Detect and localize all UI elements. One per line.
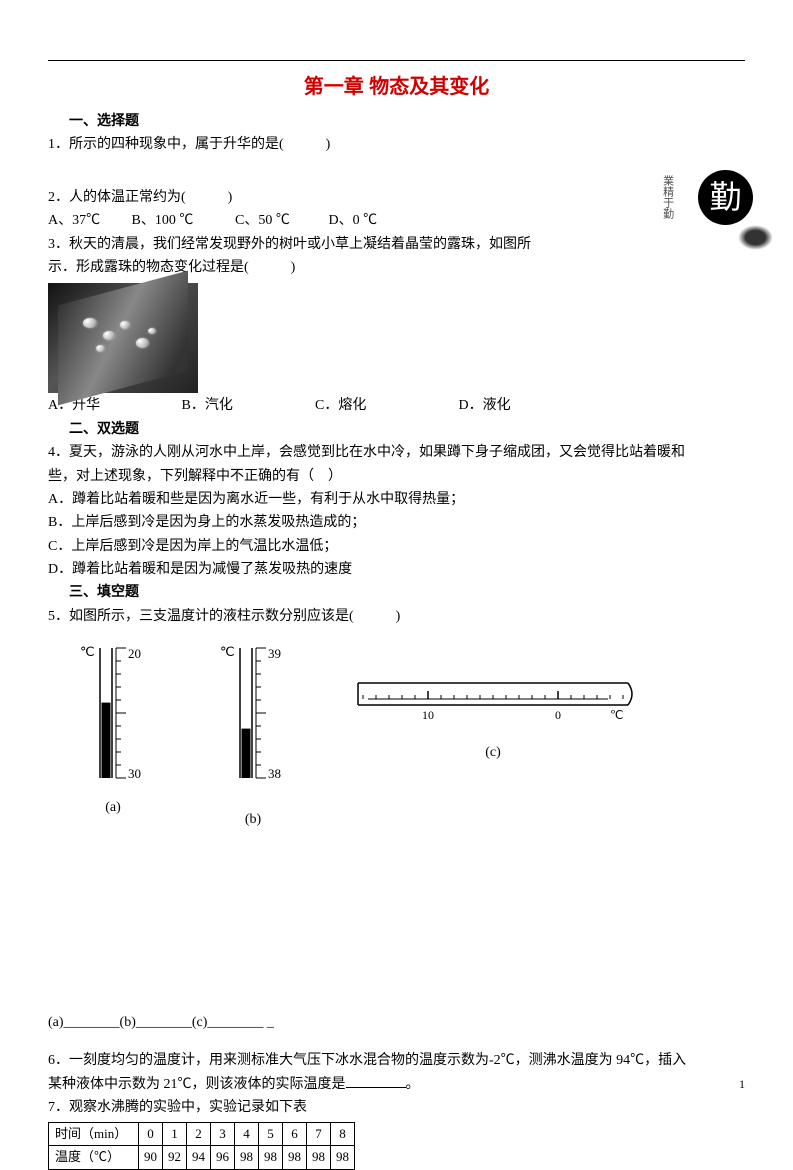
svg-text:℃: ℃ <box>80 644 95 659</box>
q4-opt-d: D．蹲着比站着暖和是因为减慢了蒸发吸热的速度 <box>48 559 745 581</box>
thermo-c-label: (c) <box>348 742 638 764</box>
svg-text:38: 38 <box>268 766 281 781</box>
stamp-char: 勤 <box>709 172 741 223</box>
stamp-decoration: 業精于勤 勤 <box>653 165 773 255</box>
blank <box>346 1074 406 1088</box>
stamp-splash <box>738 225 773 250</box>
svg-text:℃: ℃ <box>610 708 623 722</box>
thermo-b-svg: ℃ 39 38 <box>208 638 298 788</box>
svg-text:10: 10 <box>422 708 434 722</box>
spacer <box>48 841 745 1011</box>
top-rule <box>48 60 745 61</box>
svg-text:39: 39 <box>268 646 281 661</box>
q7-table: 时间（min）012345678温度（℃）909294969898989898 <box>48 1122 355 1170</box>
thermometer-row: ℃ 20 30 (a) ℃ 39 38 (b) 10 0 ℃ (c) <box>68 638 745 831</box>
thermo-a-wrap: ℃ 20 30 (a) <box>68 638 158 819</box>
q3-options: A．升华 B．汽化 C．熔化 D．液化 <box>48 395 745 417</box>
q2-options: A、37℃ B、100 ℃ C、50 ℃ D、0 ℃ <box>48 210 745 232</box>
q6-line1: 6．一刻度均匀的温度计，用来测标准大气压下冰水混合物的温度示数为-2℃，测沸水温… <box>48 1050 745 1072</box>
q2-stem: 2．人的体温正常约为( ) <box>48 187 745 209</box>
q4-opt-a: A．蹲着比站着暖和些是因为离水近一些，有利于从水中取得热量； <box>48 489 745 511</box>
q6-line2: 某种液体中示数为 21℃，则该液体的实际温度是 。 <box>48 1074 745 1096</box>
q3-line2: 示．形成露珠的物态变化过程是( ) <box>48 257 745 279</box>
dew-photo <box>48 283 198 393</box>
spacer <box>48 1035 745 1049</box>
spacer <box>48 158 745 186</box>
svg-text:℃: ℃ <box>220 644 235 659</box>
thermo-a-svg: ℃ 20 30 <box>68 638 158 788</box>
q2-opt-a: A、37℃ <box>48 210 128 232</box>
thermo-c-wrap: 10 0 ℃ (c) <box>348 638 638 764</box>
section-1-heading: 一、选择题 <box>48 111 745 133</box>
q2-opt-b: B、100 ℃ <box>132 210 232 232</box>
page-number: 1 <box>739 1075 745 1094</box>
q6-line2b: 。 <box>406 1077 420 1092</box>
thermo-a-label: (a) <box>68 797 158 819</box>
section-2-heading: 二、双选题 <box>48 419 745 441</box>
q3-line1: 3．秋天的清晨，我们经常发现野外的树叶或小草上凝结着晶莹的露珠，如图所 <box>48 234 745 256</box>
thermo-b-label: (b) <box>208 809 298 831</box>
section-3-heading: 三、填空题 <box>48 582 745 604</box>
svg-text:20: 20 <box>128 646 141 661</box>
q4-line2: 些，对上述现象，下列解释中不正确的有（ ） <box>48 466 745 488</box>
q3-opt-d: D．液化 <box>459 395 511 417</box>
svg-text:30: 30 <box>128 766 141 781</box>
svg-text:0: 0 <box>555 708 561 722</box>
q2-opt-c: C、50 ℃ <box>235 210 325 232</box>
q5-answer-row: (a)________(b)________(c)________ _ <box>48 1012 745 1034</box>
thermo-c-svg: 10 0 ℃ <box>348 673 638 733</box>
stamp-side-text: 業精于勤 <box>658 175 676 219</box>
q5-stem: 5．如图所示，三支温度计的液柱示数分别应该是( ) <box>48 606 745 628</box>
q1-stem: 1．所示的四种现象中，属于升华的是( ) <box>48 134 745 156</box>
q4-line1: 4．夏天，游泳的人刚从河水中上岸，会感觉到比在水中冷，如果蹲下身子缩成团，又会觉… <box>48 442 745 464</box>
thermo-b-wrap: ℃ 39 38 (b) <box>208 638 298 831</box>
q3-opt-c: C．熔化 <box>315 395 455 417</box>
q6-line2a: 某种液体中示数为 21℃，则该液体的实际温度是 <box>48 1077 346 1092</box>
q2-opt-d: D、0 ℃ <box>329 210 378 232</box>
q7-stem: 7．观察水沸腾的实验中，实验记录如下表 <box>48 1097 745 1119</box>
chapter-title: 第一章 物态及其变化 <box>48 71 745 103</box>
q4-opt-b: B．上岸后感到冷是因为身上的水蒸发吸热造成的； <box>48 512 745 534</box>
stamp-ink: 勤 <box>698 170 753 225</box>
q3-opt-b: B．汽化 <box>182 395 312 417</box>
q4-opt-c: C．上岸后感到冷是因为岸上的气温比水温低； <box>48 536 745 558</box>
